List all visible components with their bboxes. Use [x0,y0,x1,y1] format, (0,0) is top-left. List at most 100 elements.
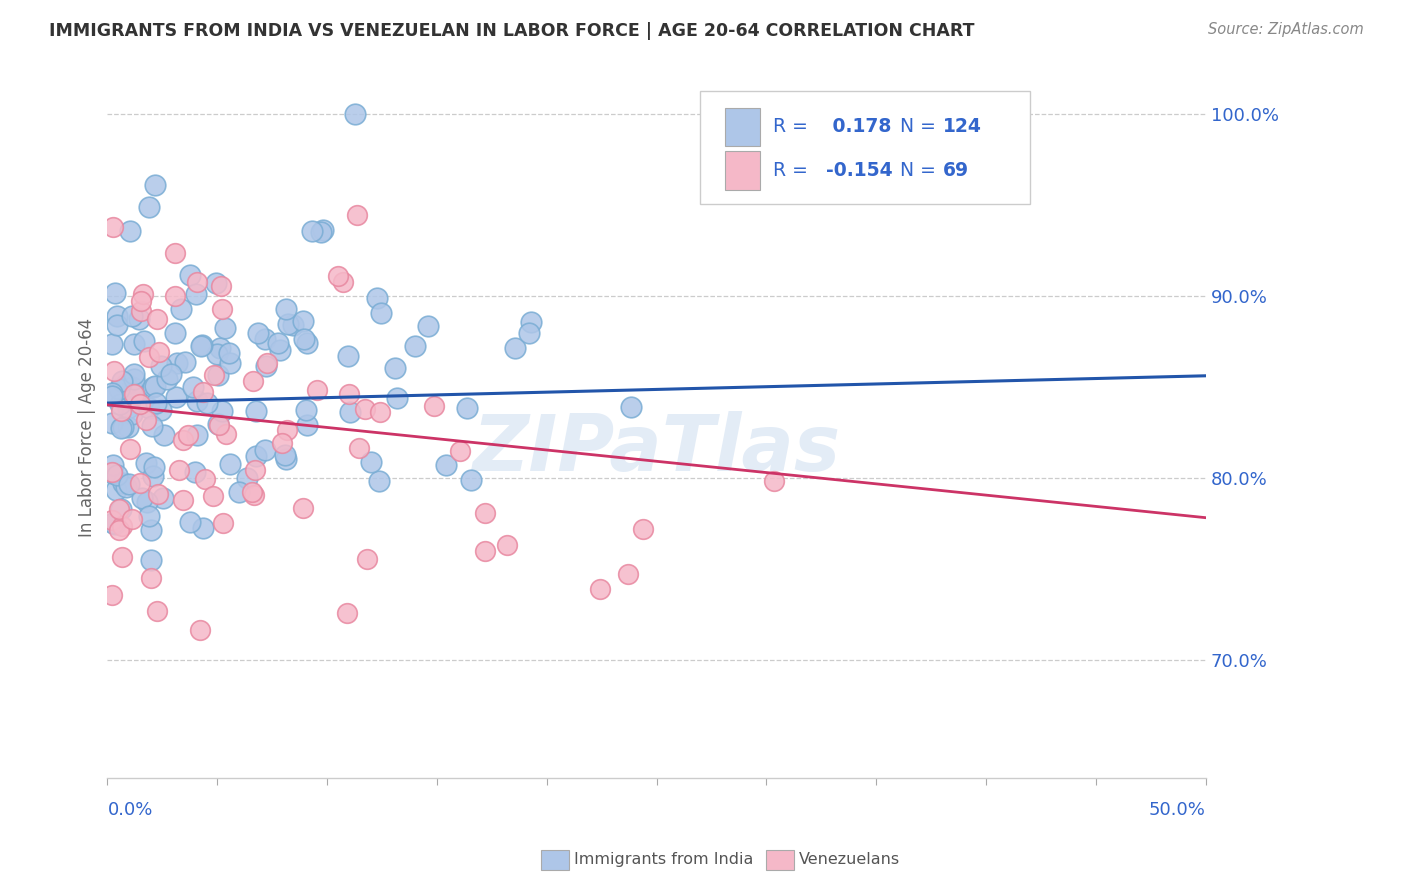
Point [117,420,139,434]
Point [112,475,135,490]
Point [141,523,163,537]
Point [152,491,174,505]
Point [254,443,277,458]
Point [423,399,446,413]
Point [138,200,160,214]
FancyBboxPatch shape [724,108,759,146]
Point [228,485,250,500]
Point [129,476,152,491]
Point [218,357,240,371]
Text: N =: N = [889,161,942,180]
Point [142,460,165,475]
Point [218,346,240,360]
Point [274,451,297,466]
Point [149,359,172,373]
Point [181,380,204,394]
Point [188,624,211,638]
Point [101,516,124,530]
Point [110,502,132,516]
Point [384,360,406,375]
Point [270,436,292,450]
Point [370,306,392,320]
Point [474,544,496,558]
Point [111,420,134,434]
Point [172,434,194,448]
Point [245,404,267,418]
Point [191,385,214,400]
Point [132,287,155,301]
Point [101,458,124,472]
Point [183,466,205,480]
Point [131,303,153,318]
Text: Venezuelans: Venezuelans [799,853,900,867]
Point [631,522,654,536]
Point [243,463,266,477]
Text: -0.154: -0.154 [825,161,893,180]
Point [167,463,190,477]
Point [254,332,277,346]
Point [100,467,122,481]
Point [135,413,157,427]
Point [145,312,167,326]
Point [100,513,122,527]
Point [209,342,232,356]
Point [266,335,288,350]
Point [101,588,124,602]
Text: N =: N = [889,118,942,136]
Point [172,492,194,507]
Y-axis label: In Labor Force | Age 20-64: In Labor Force | Age 20-64 [79,318,96,537]
Point [202,489,225,503]
Point [763,475,786,489]
Point [156,372,179,386]
Point [276,423,298,437]
Point [136,494,159,508]
Point [353,402,375,417]
Point [179,268,201,282]
Point [242,374,264,388]
Point [449,443,471,458]
Point [368,405,391,419]
Point [141,379,163,393]
Point [143,379,166,393]
Point [121,407,143,421]
Point [307,383,329,397]
Point [617,566,640,581]
Text: 124: 124 [943,118,981,136]
Point [121,385,143,400]
Point [292,332,315,346]
Point [146,604,169,618]
Point [243,487,266,501]
Point [117,476,139,491]
Point [141,571,163,585]
Point [360,455,382,469]
Point [460,473,482,487]
Point [208,418,231,433]
Point [186,428,208,442]
Point [131,491,153,506]
Point [186,394,208,409]
Point [336,606,359,620]
Point [190,339,212,353]
Point [519,315,541,329]
Point [434,458,457,472]
Point [118,224,141,238]
Point [117,401,139,415]
Point [211,516,233,530]
Point [207,347,229,361]
Point [346,208,368,222]
Point [121,512,143,526]
Point [129,397,152,411]
Point [295,335,318,350]
Point [194,472,217,486]
Point [108,397,131,411]
Point [121,309,143,323]
Point [207,368,229,383]
Point [173,354,195,368]
Point [118,442,141,456]
Text: 0.178: 0.178 [825,118,891,136]
Point [202,368,225,383]
Point [207,417,229,431]
Point [256,359,278,373]
Point [138,509,160,524]
Point [146,486,169,500]
